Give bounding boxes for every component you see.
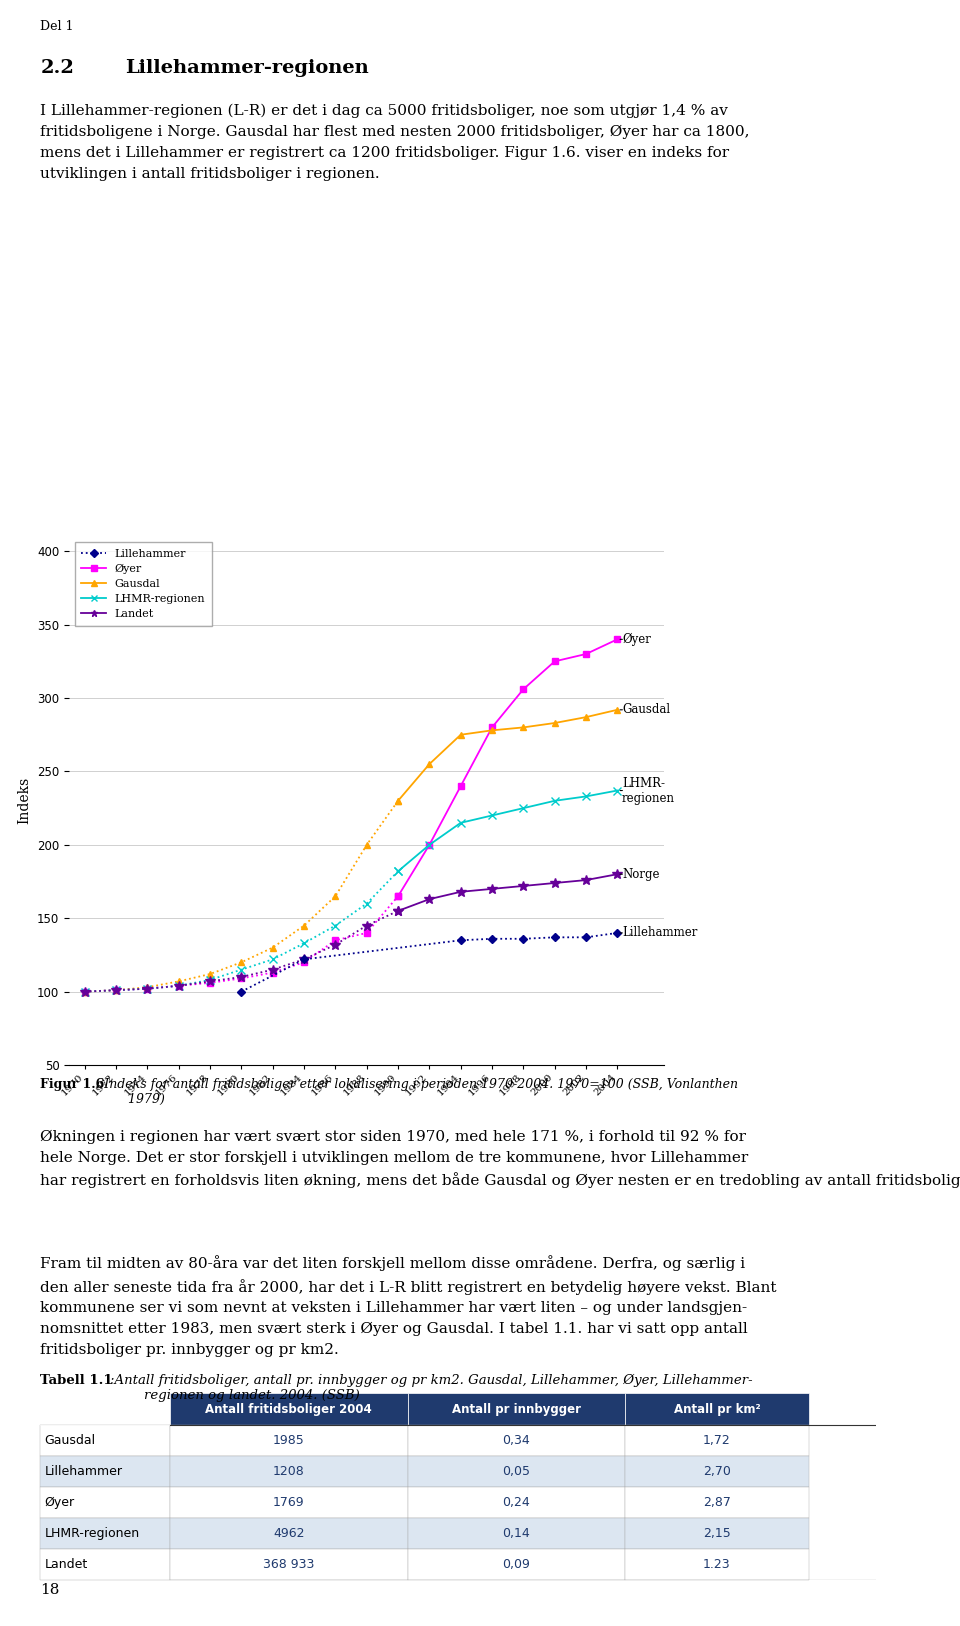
Text: 1985: 1985: [273, 1434, 304, 1447]
FancyBboxPatch shape: [625, 1486, 808, 1519]
Text: 18: 18: [40, 1582, 60, 1597]
Text: Øyer: Øyer: [622, 633, 651, 646]
Text: Del 1: Del 1: [40, 20, 74, 33]
Text: 368 933: 368 933: [263, 1558, 315, 1571]
Text: :Antall fritidsboliger, antall pr. innbygger og pr km2. Gausdal, Lillehammer, Øy: :Antall fritidsboliger, antall pr. innby…: [110, 1374, 753, 1402]
FancyBboxPatch shape: [408, 1393, 625, 1424]
FancyBboxPatch shape: [408, 1486, 625, 1519]
Text: 2.2: 2.2: [40, 59, 74, 76]
FancyBboxPatch shape: [408, 1519, 625, 1550]
Text: : Indeks for antall fritidsboliger etter lokalisering i perioden 1970-2004. 1970: : Indeks for antall fritidsboliger etter…: [96, 1078, 738, 1106]
Text: Figur 1.6: Figur 1.6: [40, 1078, 105, 1091]
FancyBboxPatch shape: [408, 1424, 625, 1455]
FancyBboxPatch shape: [625, 1519, 808, 1550]
FancyBboxPatch shape: [40, 1424, 170, 1455]
Text: LHMR-regionen: LHMR-regionen: [44, 1527, 139, 1540]
Text: Antall fritidsboliger 2004: Antall fritidsboliger 2004: [205, 1403, 372, 1416]
Text: 1208: 1208: [273, 1465, 304, 1478]
Text: 2,70: 2,70: [703, 1465, 731, 1478]
Text: Antall pr km²: Antall pr km²: [674, 1403, 760, 1416]
Text: Norge: Norge: [622, 868, 660, 881]
FancyBboxPatch shape: [408, 1455, 625, 1486]
FancyBboxPatch shape: [408, 1550, 625, 1580]
Text: Fram til midten av 80-åra var det liten forskjell mellom disse områdene. Derfra,: Fram til midten av 80-åra var det liten …: [40, 1255, 777, 1356]
Text: 0,24: 0,24: [502, 1496, 530, 1509]
Text: 0,05: 0,05: [502, 1465, 530, 1478]
FancyBboxPatch shape: [170, 1424, 408, 1455]
Text: Gausdal: Gausdal: [44, 1434, 96, 1447]
FancyBboxPatch shape: [40, 1486, 170, 1519]
Text: Gausdal: Gausdal: [622, 704, 670, 717]
FancyBboxPatch shape: [170, 1486, 408, 1519]
Text: 1769: 1769: [273, 1496, 304, 1509]
Text: 2,15: 2,15: [703, 1527, 731, 1540]
Legend: Lillehammer, Øyer, Gausdal, LHMR-regionen, Landet: Lillehammer, Øyer, Gausdal, LHMR-regione…: [75, 541, 212, 626]
Text: 0,14: 0,14: [502, 1527, 530, 1540]
Text: 4962: 4962: [273, 1527, 304, 1540]
Text: I Lillehammer-regionen (L-R) er det i dag ca 5000 fritidsboliger, noe som utgjør: I Lillehammer-regionen (L-R) er det i da…: [40, 104, 750, 180]
Text: 0,09: 0,09: [502, 1558, 530, 1571]
FancyBboxPatch shape: [625, 1424, 808, 1455]
Text: Antall pr innbygger: Antall pr innbygger: [452, 1403, 581, 1416]
FancyBboxPatch shape: [170, 1455, 408, 1486]
Text: Tabell 1.1: Tabell 1.1: [40, 1374, 113, 1387]
Text: Økningen i regionen har vært svært stor siden 1970, med hele 171 %, i forhold ti: Økningen i regionen har vært svært stor …: [40, 1130, 960, 1189]
Text: Lillehammer: Lillehammer: [622, 927, 698, 940]
Text: 0,34: 0,34: [502, 1434, 530, 1447]
Text: Lillehammer-regionen: Lillehammer-regionen: [125, 59, 369, 76]
Text: Landet: Landet: [44, 1558, 87, 1571]
FancyBboxPatch shape: [625, 1393, 808, 1424]
Y-axis label: Indeks: Indeks: [17, 777, 32, 824]
FancyBboxPatch shape: [40, 1550, 170, 1580]
FancyBboxPatch shape: [625, 1455, 808, 1486]
Text: LHMR-
regionen: LHMR- regionen: [622, 777, 675, 805]
Text: Lillehammer: Lillehammer: [44, 1465, 123, 1478]
Text: 1,72: 1,72: [703, 1434, 731, 1447]
Text: 1.23: 1.23: [703, 1558, 731, 1571]
FancyBboxPatch shape: [40, 1455, 170, 1486]
FancyBboxPatch shape: [170, 1550, 408, 1580]
Text: Øyer: Øyer: [44, 1496, 75, 1509]
FancyBboxPatch shape: [170, 1519, 408, 1550]
FancyBboxPatch shape: [170, 1393, 408, 1424]
FancyBboxPatch shape: [40, 1519, 170, 1550]
FancyBboxPatch shape: [625, 1550, 808, 1580]
Text: 2,87: 2,87: [703, 1496, 731, 1509]
